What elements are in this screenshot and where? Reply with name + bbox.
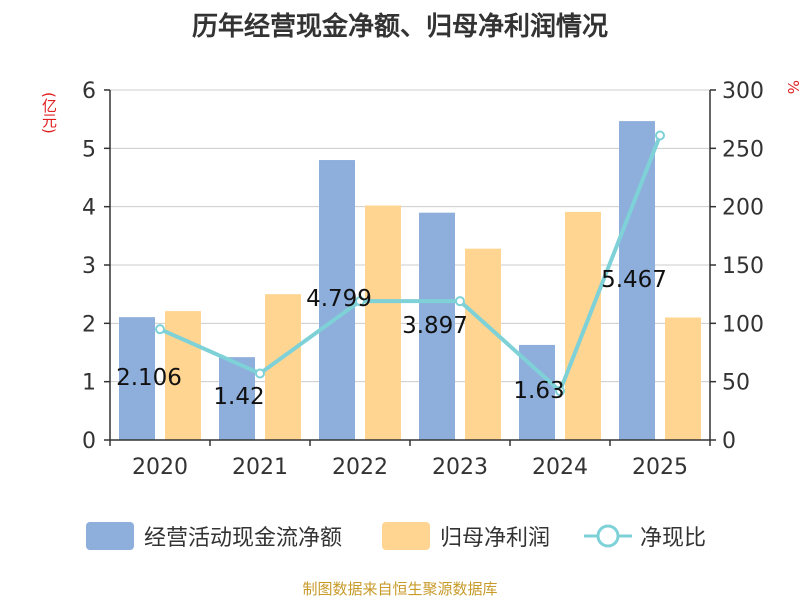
data-label-cash-flow: 3.897: [402, 313, 468, 339]
legend: 经营活动现金流净额 归母净利润 净现比: [0, 518, 800, 554]
left-axis-unit: (亿元): [40, 92, 58, 134]
legend-item-net-profit[interactable]: 归母净利润: [382, 518, 550, 554]
line-circle-marker-icon: [584, 524, 632, 548]
y2-tick-label: 250: [722, 137, 764, 162]
right-axis-unit: %: [784, 80, 800, 95]
legend-item-cash-ratio[interactable]: 净现比: [584, 518, 706, 554]
legend-label-cash-flow: 经营活动现金流净额: [144, 526, 343, 551]
y-tick-label: 5: [82, 137, 96, 162]
y-tick-label: 4: [82, 196, 96, 221]
y-tick-label: 1: [82, 371, 96, 396]
y-tick-label: 3: [82, 254, 96, 279]
data-label-cash-flow: 4.799: [306, 286, 372, 312]
bar-net-profit: [465, 248, 501, 440]
x-tick-label: 2021: [232, 455, 288, 480]
legend-label-cash-ratio: 净现比: [640, 526, 707, 551]
x-tick-label: 2023: [432, 455, 488, 480]
legend-item-cash-flow[interactable]: 经营活动现金流净额: [86, 518, 342, 554]
legend-label-net-profit: 归母净利润: [440, 526, 551, 551]
y-tick-label: 2: [82, 312, 96, 337]
point-cash-ratio: [355, 296, 365, 307]
bar-cash-flow: [619, 121, 655, 440]
x-tick-label: 2022: [332, 455, 388, 480]
point-cash-ratio: [155, 324, 165, 335]
bar-net-profit: [665, 317, 701, 440]
line-cash-ratio: [159, 134, 662, 395]
point-cash-ratio: [255, 368, 265, 379]
data-label-cash-flow: 5.467: [601, 267, 667, 293]
point-cash-ratio: [455, 296, 465, 307]
bar-swatch-icon: [382, 522, 430, 550]
data-label-cash-flow: 1.42: [213, 384, 264, 410]
y2-tick-label: 50: [722, 371, 750, 396]
bar-cash-flow: [119, 317, 155, 440]
x-tick-label: 2020: [132, 455, 188, 480]
y2-tick-label: 0: [722, 429, 736, 454]
bar-net-profit: [365, 205, 401, 440]
y-tick-label: 6: [82, 79, 96, 104]
y2-tick-label: 100: [722, 312, 764, 337]
chart-title: 历年经营现金净额、归母净利润情况: [191, 12, 608, 42]
data-label-cash-flow: 1.63: [513, 378, 564, 404]
bar-cash-flow: [419, 212, 455, 440]
y2-tick-label: 150: [722, 254, 764, 279]
point-cash-ratio: [555, 386, 565, 396]
y2-tick-label: 200: [722, 196, 764, 221]
y2-tick-label: 300: [722, 79, 764, 104]
bar-swatch-icon: [86, 522, 134, 550]
x-tick-label: 2024: [532, 455, 588, 480]
bar-cash-flow: [319, 160, 355, 440]
y-tick-label: 0: [82, 429, 96, 454]
x-tick-label: 2025: [632, 455, 688, 480]
bar-cash-flow: [219, 357, 255, 440]
chart-canvas: 0 1 2 3 4 5 6 0 50 100 150 200 250 300 2020 2021 2022 202…: [82, 79, 764, 480]
data-label-cash-flow: 2.106: [116, 365, 182, 391]
point-cash-ratio: [655, 130, 665, 141]
data-source-note: 制图数据来自恒生聚源数据库: [302, 580, 498, 598]
bar-net-profit: [565, 211, 601, 440]
